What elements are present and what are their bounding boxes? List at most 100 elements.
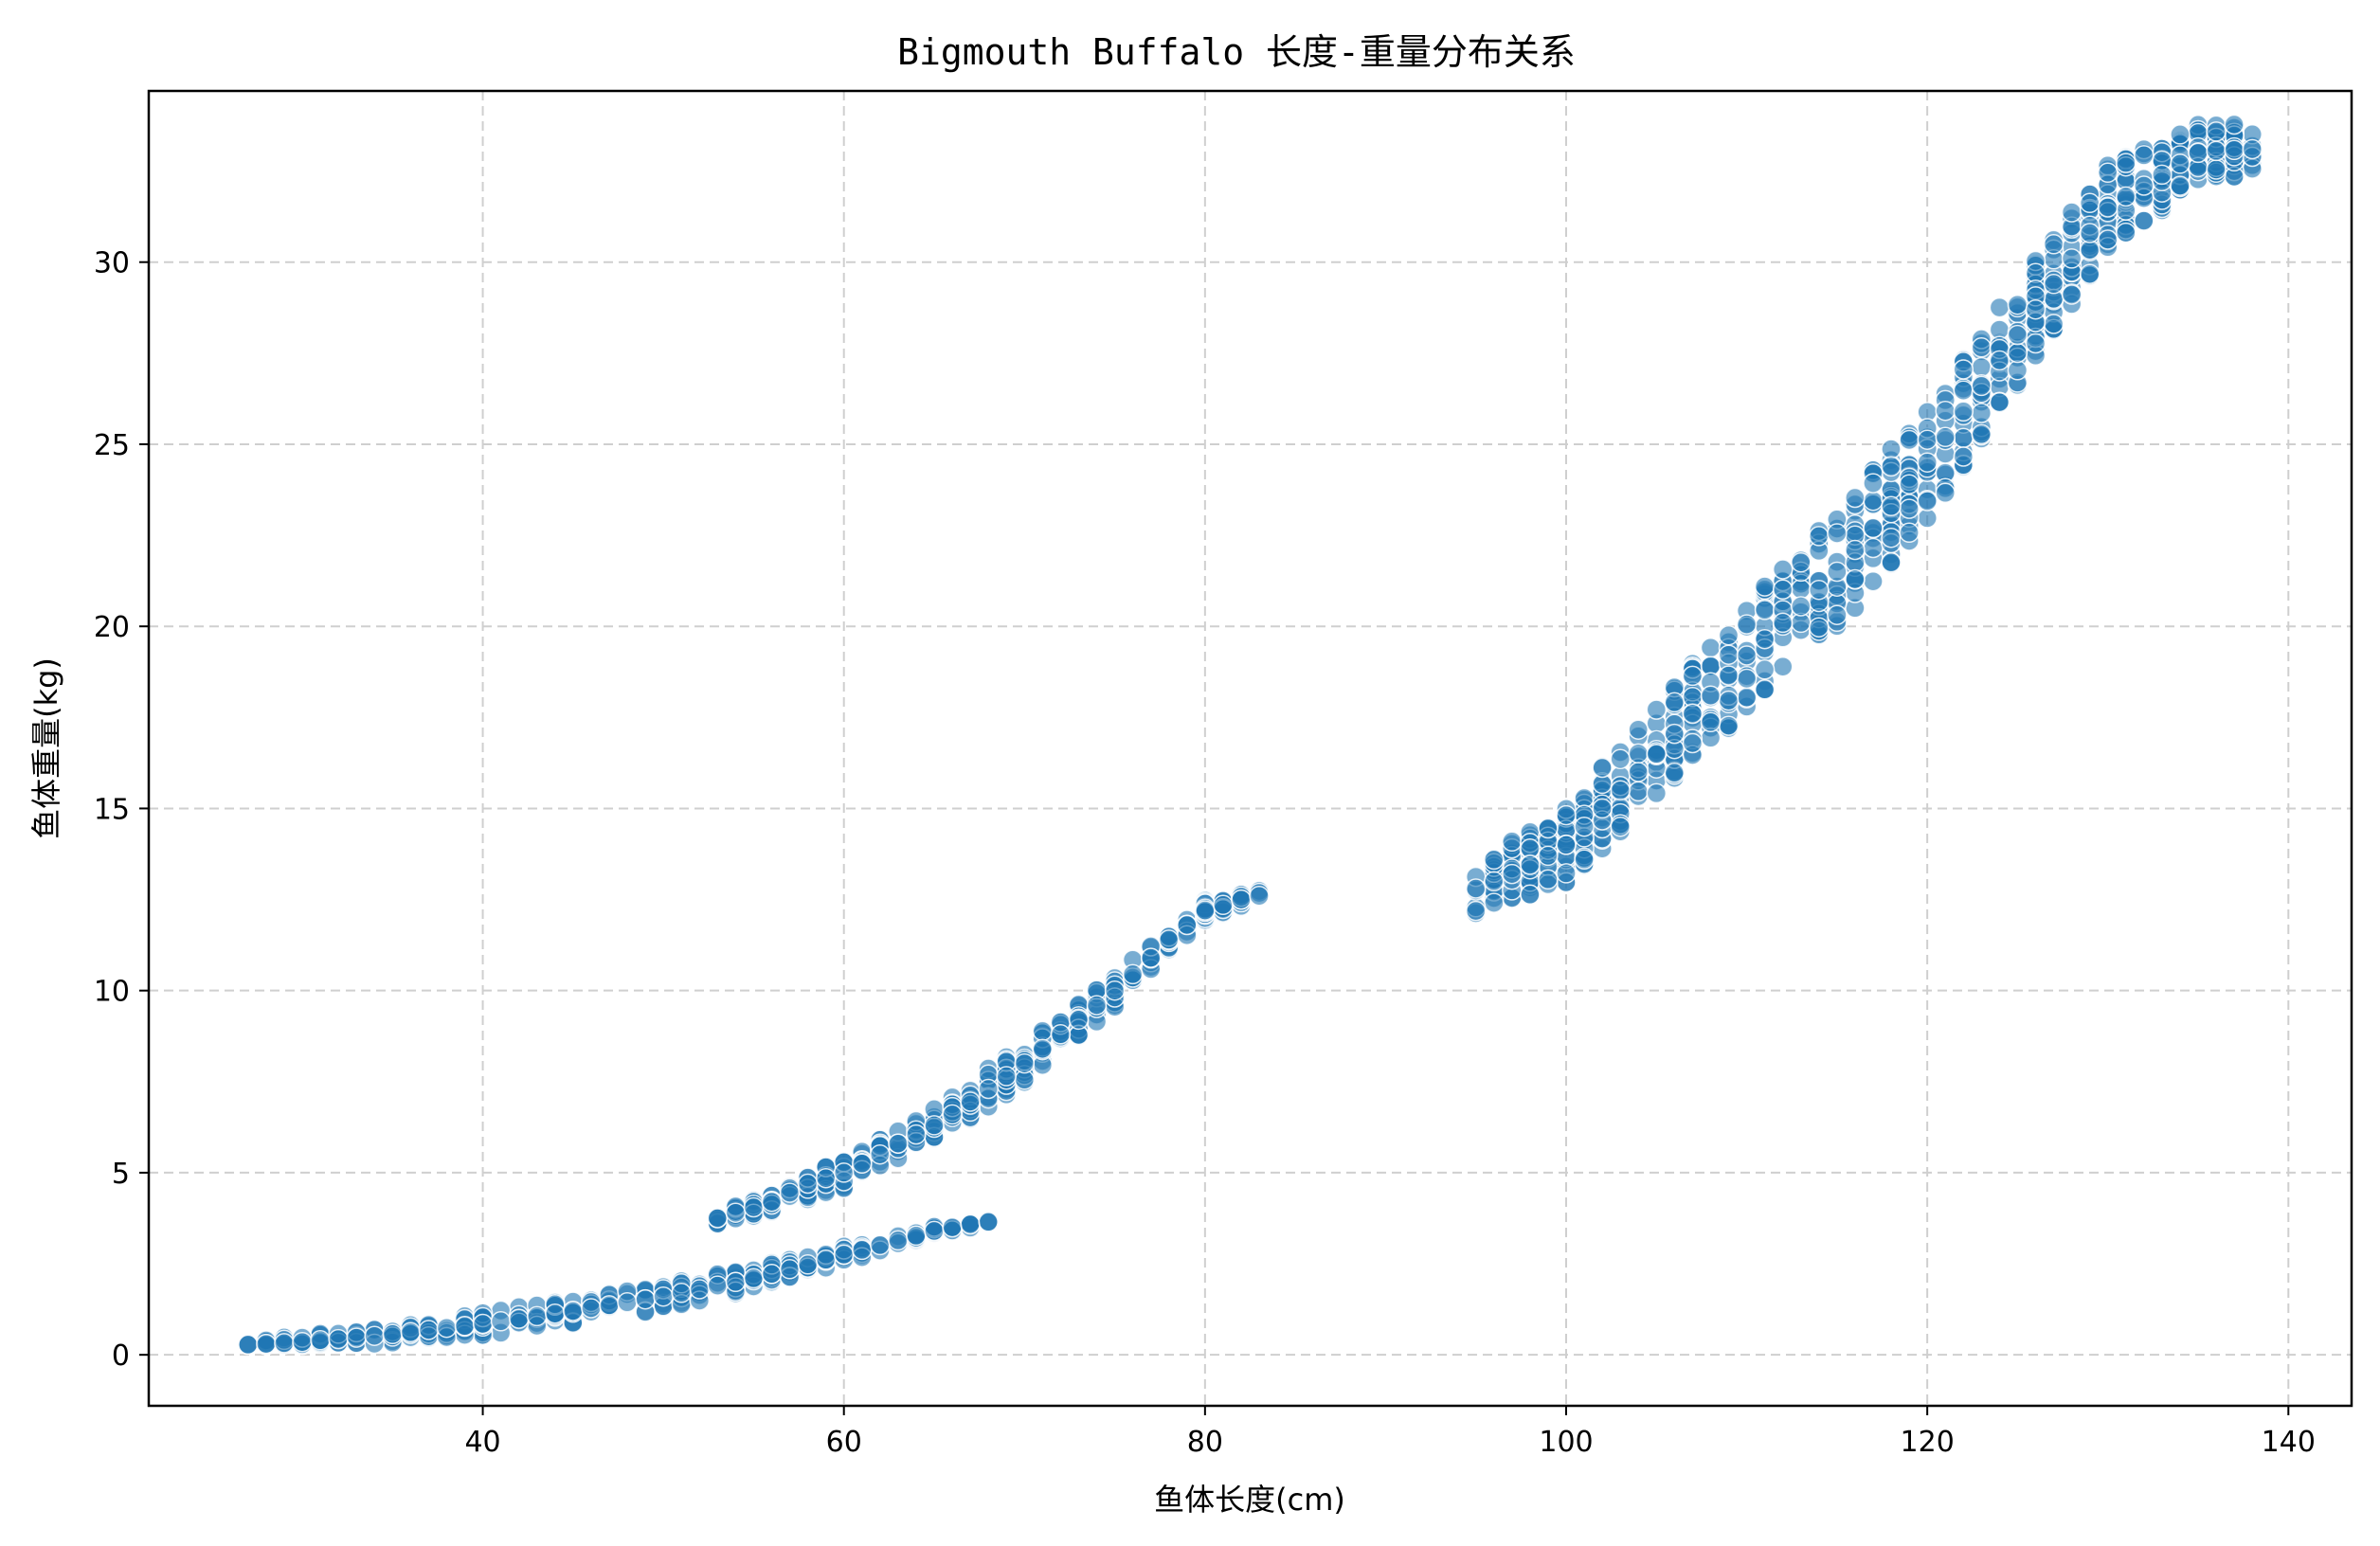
scatter-point <box>1899 429 1920 451</box>
scatter-point <box>1863 517 1884 539</box>
scatter-point <box>689 1279 711 1300</box>
scatter-point <box>1845 487 1866 509</box>
scatter-point <box>364 1325 385 1346</box>
scatter-point <box>1682 665 1704 687</box>
scatter-point <box>2152 164 2173 186</box>
scatter-point <box>2097 229 2119 250</box>
scatter-point <box>1989 297 2010 318</box>
scatter-point <box>852 1153 873 1175</box>
scatter-point <box>1556 804 1577 826</box>
scatter-point <box>924 1220 945 1242</box>
scatter-point <box>1538 845 1559 867</box>
scatter-point <box>906 1124 927 1145</box>
scatter-point <box>1863 537 1884 559</box>
scatter-point <box>2242 138 2263 160</box>
scatter-point <box>526 1305 548 1327</box>
scatter-point <box>1484 871 1505 892</box>
scatter-point <box>1809 579 1830 601</box>
scatter-point <box>1791 579 1812 600</box>
scatter-point <box>1249 885 1270 907</box>
scatter-point <box>1971 356 1992 378</box>
scatter-point <box>1772 559 1794 580</box>
scatter-point <box>1484 849 1505 871</box>
y-tick-label: 0 <box>112 1339 130 1373</box>
scatter-point <box>1484 892 1505 913</box>
scatter-point <box>797 1254 819 1275</box>
scatter-point <box>1899 522 1920 544</box>
scatter-point <box>1917 508 1938 529</box>
scatter-point <box>1538 818 1559 839</box>
scatter-point <box>1971 423 1992 445</box>
scatter-point <box>2224 139 2245 161</box>
scatter-point <box>1935 426 1956 448</box>
scatter-point <box>2134 175 2155 196</box>
x-tick-label: 80 <box>1187 1426 1223 1459</box>
scatter-point <box>1158 929 1180 950</box>
scatter-point <box>1628 719 1649 740</box>
scatter-point <box>2097 197 2119 218</box>
scatter-point <box>888 1133 909 1154</box>
scatter-point <box>1592 798 1613 819</box>
scatter-point <box>1502 863 1523 885</box>
scatter-point <box>1682 703 1704 725</box>
scatter-point <box>1953 359 1974 380</box>
scatter-point <box>1032 1020 1054 1042</box>
scatter-point <box>1646 782 1668 804</box>
x-tick-label: 40 <box>464 1426 500 1459</box>
scatter-point <box>2224 114 2245 135</box>
scatter-point <box>1610 780 1631 800</box>
scatter-point <box>1628 781 1649 802</box>
scatter-point <box>1718 715 1740 736</box>
scatter-point <box>1682 732 1704 754</box>
scatter-point <box>888 1230 909 1251</box>
scatter-point <box>1899 498 1920 519</box>
scatter-point <box>1556 835 1577 855</box>
scatter-point <box>2206 159 2227 180</box>
scatter-point <box>2116 153 2137 173</box>
scatter-point <box>1809 526 1830 547</box>
scatter-point <box>1953 401 1974 422</box>
data-points <box>238 114 2263 1356</box>
scatter-point <box>1935 482 1956 504</box>
scatter-point <box>256 1333 277 1355</box>
scatter-point <box>1465 900 1487 922</box>
scatter-point <box>2007 294 2028 315</box>
scatter-point <box>1104 980 1126 1001</box>
scatter-point <box>400 1321 422 1343</box>
scatter-point <box>1971 337 1992 358</box>
scatter-point <box>418 1320 440 1340</box>
scatter-point <box>1610 748 1631 770</box>
scatter-point <box>599 1295 620 1316</box>
scatter-point <box>1592 757 1613 779</box>
scatter-point <box>1213 894 1234 916</box>
scatter-point <box>1989 350 2010 371</box>
x-tick-label: 140 <box>2262 1426 2316 1459</box>
scatter-point <box>707 1275 729 1296</box>
scatter-point <box>1032 1038 1054 1059</box>
scatter-point <box>1989 391 2010 413</box>
scatter-point <box>1718 665 1740 686</box>
scatter-point <box>996 1066 1017 1087</box>
scatter-point <box>1068 1009 1090 1031</box>
scatter-point <box>1520 854 1541 875</box>
scatter-point <box>942 1104 963 1125</box>
scatter-point <box>1700 685 1722 706</box>
scatter-point <box>2007 324 2028 346</box>
scatter-point <box>1827 523 1848 544</box>
scatter-point <box>1917 491 1938 512</box>
scatter-point <box>1935 400 1956 422</box>
y-axis-label: 鱼体重量(kg) <box>28 657 64 839</box>
scatter-point <box>779 1182 801 1203</box>
y-tick-label: 30 <box>94 247 130 280</box>
scatter-point <box>2043 234 2064 255</box>
scatter-point <box>1718 644 1740 665</box>
scatter-point <box>1881 495 1902 517</box>
scatter-point <box>1140 947 1162 968</box>
scatter-point <box>1772 579 1794 601</box>
scatter-point <box>1736 687 1758 708</box>
scatter-point <box>1520 884 1541 906</box>
scatter-point <box>1195 900 1216 921</box>
scatter-point <box>1863 570 1884 592</box>
scatter-point <box>852 1239 873 1261</box>
